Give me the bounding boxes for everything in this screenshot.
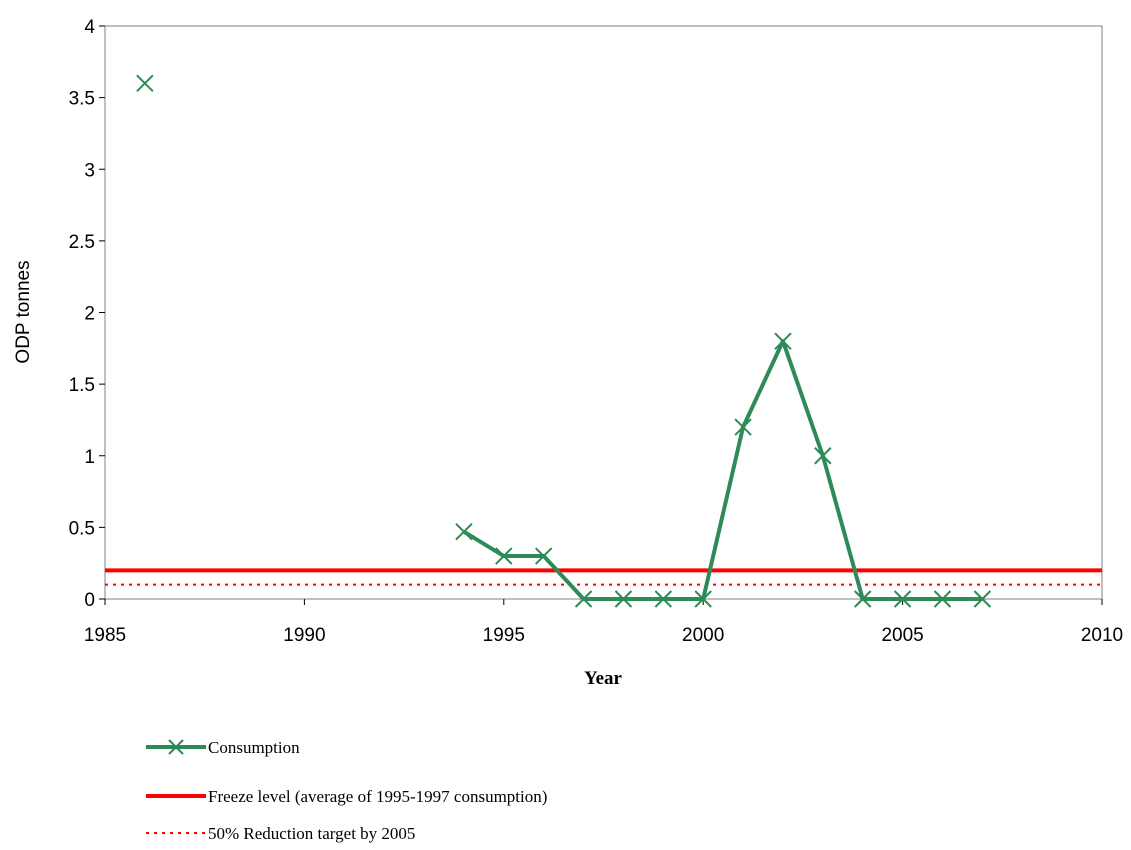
series-layer: [105, 74, 1102, 608]
y-tick-label: 1: [84, 447, 95, 468]
consumption-point: [933, 590, 952, 608]
consumption-point: [654, 590, 673, 608]
consumption-point: [774, 332, 792, 350]
y-tick-label: 2.5: [69, 232, 95, 253]
x-axis-title: Year: [584, 668, 623, 689]
y-tick-label: 1.5: [69, 375, 95, 396]
consumption-point: [574, 590, 593, 608]
consumption-point: [694, 590, 712, 608]
legend-entry-freeze-level: Freeze level (average of 1995-1997 consu…: [146, 787, 547, 806]
x-tick-label: 1995: [483, 625, 525, 646]
x-tick-label: 2005: [881, 625, 923, 646]
consumption-point: [854, 590, 872, 608]
x-tick-label: 2010: [1081, 625, 1123, 646]
consumption-point: [893, 590, 912, 608]
consumption-point: [534, 547, 553, 565]
y-tick-label: 3: [84, 160, 95, 181]
plot-area: [104, 25, 1103, 600]
consumption-point: [973, 590, 992, 608]
x-tick-label: 1985: [84, 625, 126, 646]
x-tick-label: 1990: [283, 625, 325, 646]
consumption-point: [614, 590, 633, 608]
consumption-point: [136, 74, 154, 93]
y-axis-title: ODP tonnes: [13, 260, 34, 363]
consumption-point: [814, 447, 832, 465]
x-tick-label: 2000: [682, 625, 724, 646]
legend: Consumption Freeze level (average of 1995…: [146, 738, 547, 843]
legend-label: Consumption: [208, 738, 300, 757]
legend-entry-consumption: Consumption: [146, 738, 300, 757]
y-tick-label: 0.5: [69, 518, 95, 539]
y-tick-label: 2: [84, 304, 95, 325]
consumption-point: [495, 547, 513, 565]
legend-label: Freeze level (average of 1995-1997 consu…: [208, 787, 547, 806]
y-axis: 0 0.5 1 1.5 2 2.5 3 3.5 4: [69, 17, 105, 611]
y-tick-label: 4: [84, 17, 95, 38]
y-tick-label: 3.5: [69, 89, 95, 110]
consumption-point: [734, 418, 752, 436]
legend-label: 50% Reduction target by 2005: [208, 824, 415, 843]
legend-entry-reduction-target: 50% Reduction target by 2005: [146, 824, 415, 843]
y-tick-label: 0: [84, 590, 95, 611]
x-axis: 1985 1990 1995 2000 2005 2010: [84, 599, 1123, 646]
consumption-point: [455, 522, 473, 541]
